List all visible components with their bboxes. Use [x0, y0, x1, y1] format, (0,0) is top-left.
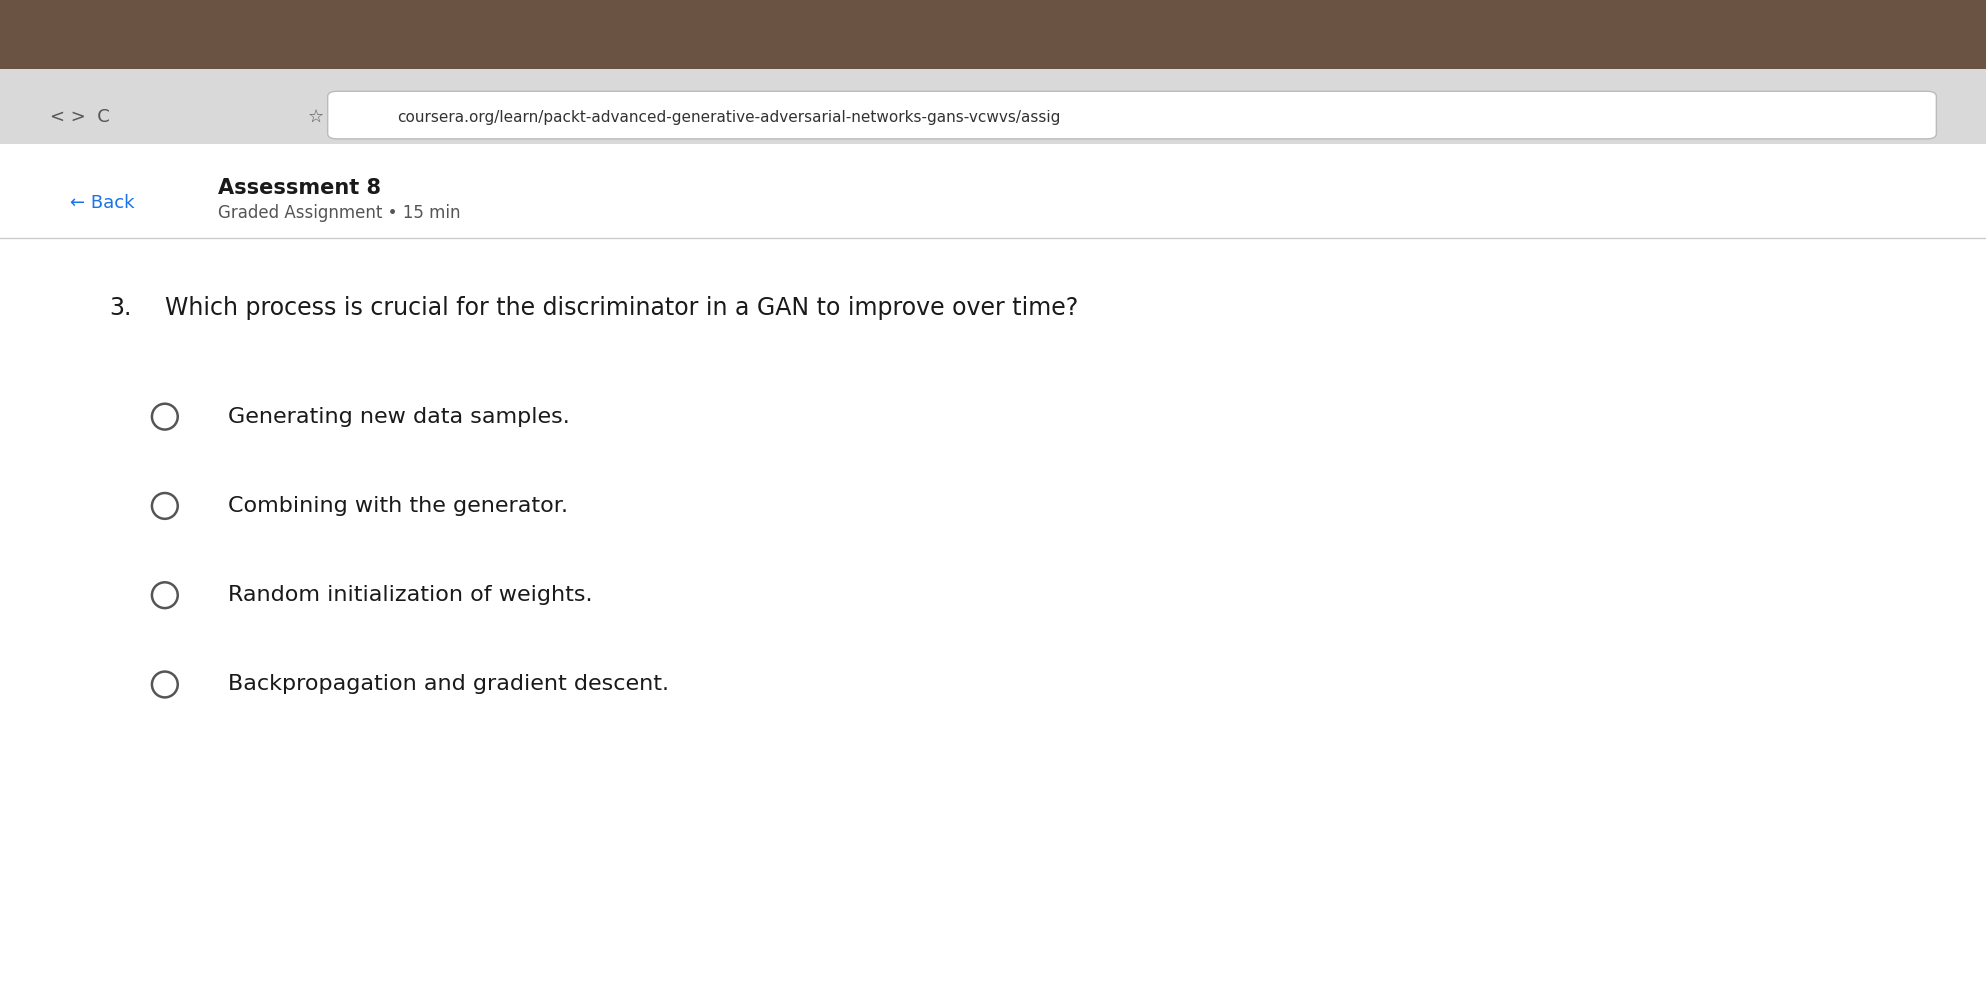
Text: Backpropagation and gradient descent.: Backpropagation and gradient descent.	[228, 675, 669, 694]
Text: < >  C: < > C	[50, 108, 109, 126]
FancyBboxPatch shape	[328, 91, 1936, 139]
Text: Combining with the generator.: Combining with the generator.	[228, 496, 568, 516]
Text: Random initialization of weights.: Random initialization of weights.	[228, 585, 594, 605]
Text: Generating new data samples.: Generating new data samples.	[228, 407, 570, 427]
Text: ← Back: ← Back	[70, 194, 133, 212]
Text: Assessment 8: Assessment 8	[218, 179, 381, 198]
Text: coursera.org/learn/packt-advanced-generative-adversarial-networks-gans-vcwvs/ass: coursera.org/learn/packt-advanced-genera…	[397, 109, 1061, 125]
Bar	[0, 0, 1986, 69]
Text: 3.: 3.	[109, 296, 131, 319]
Text: Graded Assignment • 15 min: Graded Assignment • 15 min	[218, 204, 461, 222]
Text: Which process is crucial for the discriminator in a GAN to improve over time?: Which process is crucial for the discrim…	[165, 296, 1078, 319]
Bar	[0, 69, 1986, 144]
Bar	[0, 144, 1986, 992]
Text: ☆: ☆	[308, 108, 324, 126]
